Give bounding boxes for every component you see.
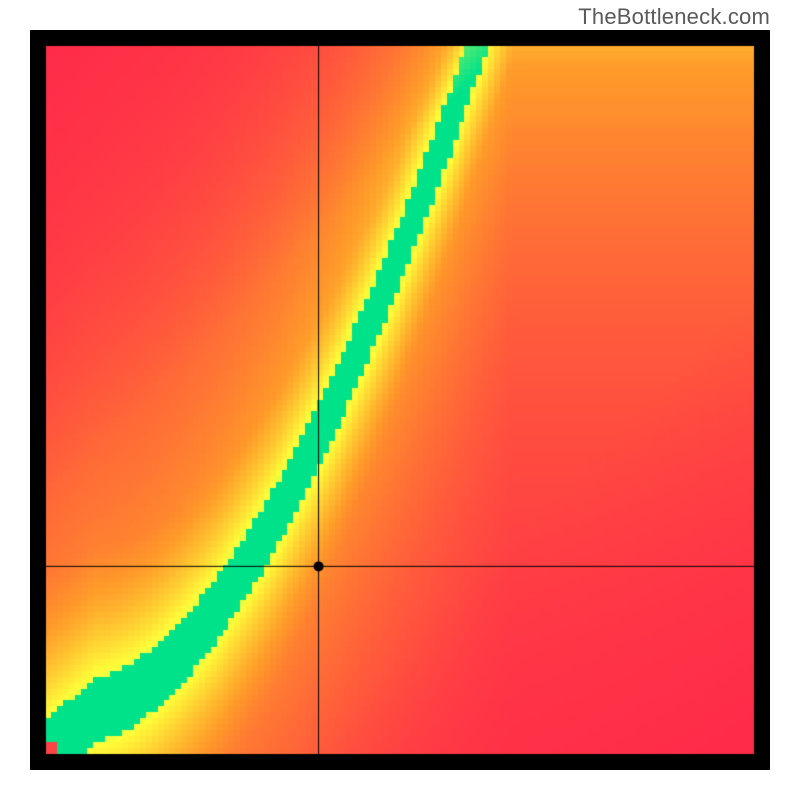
- heatmap-canvas: [30, 30, 770, 770]
- heatmap-chart: [30, 30, 770, 770]
- watermark-text: TheBottleneck.com: [578, 4, 770, 30]
